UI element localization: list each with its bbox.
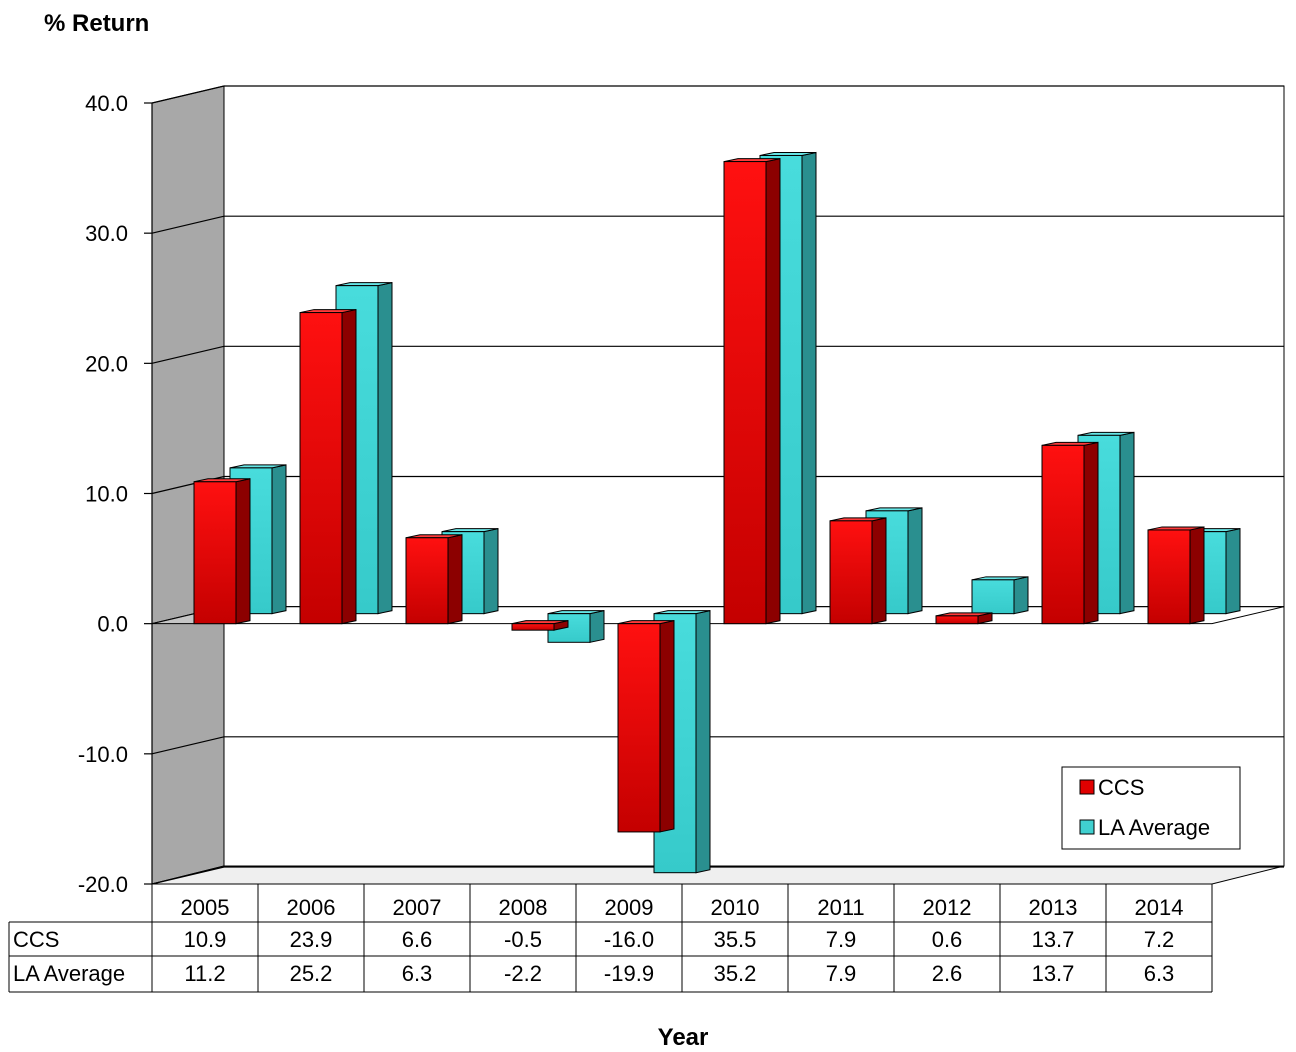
x-tick-label: 2011 (817, 895, 864, 920)
bar-front-face (405, 537, 449, 625)
y-tick-label: -20.0 (78, 872, 128, 897)
bar-front-face (1147, 529, 1191, 625)
bar-front-face (193, 481, 237, 625)
x-axis-title: Year (658, 1024, 709, 1051)
y-tick-label: 20.0 (85, 351, 128, 376)
x-tick-label: 2012 (923, 895, 972, 920)
bar-front-face (511, 623, 555, 631)
bar-front-face (829, 520, 873, 625)
bar-la-average-2012 (971, 576, 1029, 615)
x-tick-label: 2014 (1135, 895, 1184, 920)
bar-ccs-2007 (405, 534, 463, 625)
table-row-label: LA Average (13, 961, 125, 986)
y-tick-label: 30.0 (85, 221, 128, 246)
x-tick-label: 2005 (181, 895, 230, 920)
data-label: 6.3 (1144, 961, 1175, 986)
bar-front-face (547, 613, 591, 643)
data-label: 7.9 (826, 961, 857, 986)
data-label: 7.9 (826, 927, 857, 952)
bar-side-face (447, 534, 463, 625)
bar-side-face (659, 620, 675, 833)
legend-swatch-ccs (1079, 779, 1095, 795)
gridline (151, 85, 1284, 104)
bar-la-average-2008 (547, 610, 605, 643)
data-label: 35.5 (714, 927, 757, 952)
legend-swatch-la-average (1079, 819, 1095, 835)
bar-side-face (1225, 528, 1241, 615)
bar-ccs-2009 (617, 620, 675, 833)
bar-front-face (617, 623, 661, 833)
bar-side-face (907, 507, 923, 615)
data-label: 6.3 (402, 961, 433, 986)
bar-ccs-2008 (511, 620, 569, 631)
bars (193, 151, 1241, 874)
data-label: -16.0 (604, 927, 654, 952)
bar-front-face (935, 615, 979, 625)
bar-side-face (235, 478, 251, 625)
x-tick-label: 2006 (287, 895, 336, 920)
bar-side-face (1013, 576, 1029, 615)
legend: CCS LA Average (1061, 766, 1241, 850)
bar-side-face (1189, 526, 1205, 625)
data-label: 10.9 (184, 927, 227, 952)
y-tick-label: 40.0 (85, 91, 128, 116)
bar-side-face (801, 151, 817, 615)
bar-side-face (765, 157, 781, 625)
data-label: -0.5 (504, 927, 542, 952)
y-axis-title: % Return (44, 10, 149, 37)
data-label: 25.2 (290, 961, 333, 986)
bar-front-face (1041, 444, 1085, 625)
data-label: 23.9 (290, 927, 333, 952)
bar-ccs-2010 (723, 157, 781, 625)
gridline (151, 736, 1284, 755)
bar-side-face (589, 610, 605, 643)
data-label: 13.7 (1032, 961, 1075, 986)
y-tick-label: -10.0 (78, 742, 128, 767)
data-table: 2005 2006 2007 2008 2009 2010 2011 2012 2013 2014… (8, 883, 1213, 993)
x-tick-label: 2007 (393, 895, 442, 920)
data-label: 7.2 (1144, 927, 1175, 952)
bar-front-face (299, 312, 343, 625)
bar-ccs-2013 (1041, 441, 1099, 625)
y-tick-label: 0.0 (97, 612, 128, 637)
bar-ccs-2014 (1147, 526, 1205, 625)
bar-side-face (1119, 431, 1135, 615)
bar-ccs-2012 (935, 612, 993, 625)
data-label: 13.7 (1032, 927, 1075, 952)
data-label: -2.2 (504, 961, 542, 986)
x-tick-label: 2008 (499, 895, 548, 920)
bar-side-face (871, 517, 887, 625)
x-tick-label: 2010 (711, 895, 760, 920)
data-label: 0.6 (932, 927, 963, 952)
y-axis: 40.0 30.0 20.0 10.0 0.0 -10.0 -20.0 (78, 91, 153, 897)
bar-ccs-2005 (193, 478, 251, 625)
bar-ccs-2006 (299, 308, 357, 625)
bar-front-face (723, 161, 767, 625)
y-tick-label: 10.0 (85, 482, 128, 507)
bar-side-face (1083, 441, 1099, 625)
bar-side-face (483, 528, 499, 615)
table-row-label: CCS (13, 927, 59, 952)
bar-side-face (695, 610, 711, 874)
x-tick-label: 2009 (605, 895, 654, 920)
bar-side-face (341, 308, 357, 625)
legend-label-la-average: LA Average (1098, 815, 1210, 840)
bar-side-face (271, 464, 287, 615)
bar-front-face (971, 579, 1015, 615)
x-tick-label: 2013 (1029, 895, 1078, 920)
chart-floor (151, 865, 1285, 885)
bar-ccs-2011 (829, 517, 887, 625)
gridline (151, 215, 1284, 234)
data-label: 11.2 (184, 961, 225, 986)
bar-side-face (377, 282, 393, 615)
gridline (151, 866, 1284, 885)
data-label: -19.9 (604, 961, 654, 986)
gridline (151, 345, 1284, 364)
data-label: 6.6 (402, 927, 433, 952)
data-label: 2.6 (932, 961, 963, 986)
data-label: 35.2 (714, 961, 757, 986)
legend-label-ccs: CCS (1098, 775, 1144, 800)
gridline (151, 475, 1284, 495)
